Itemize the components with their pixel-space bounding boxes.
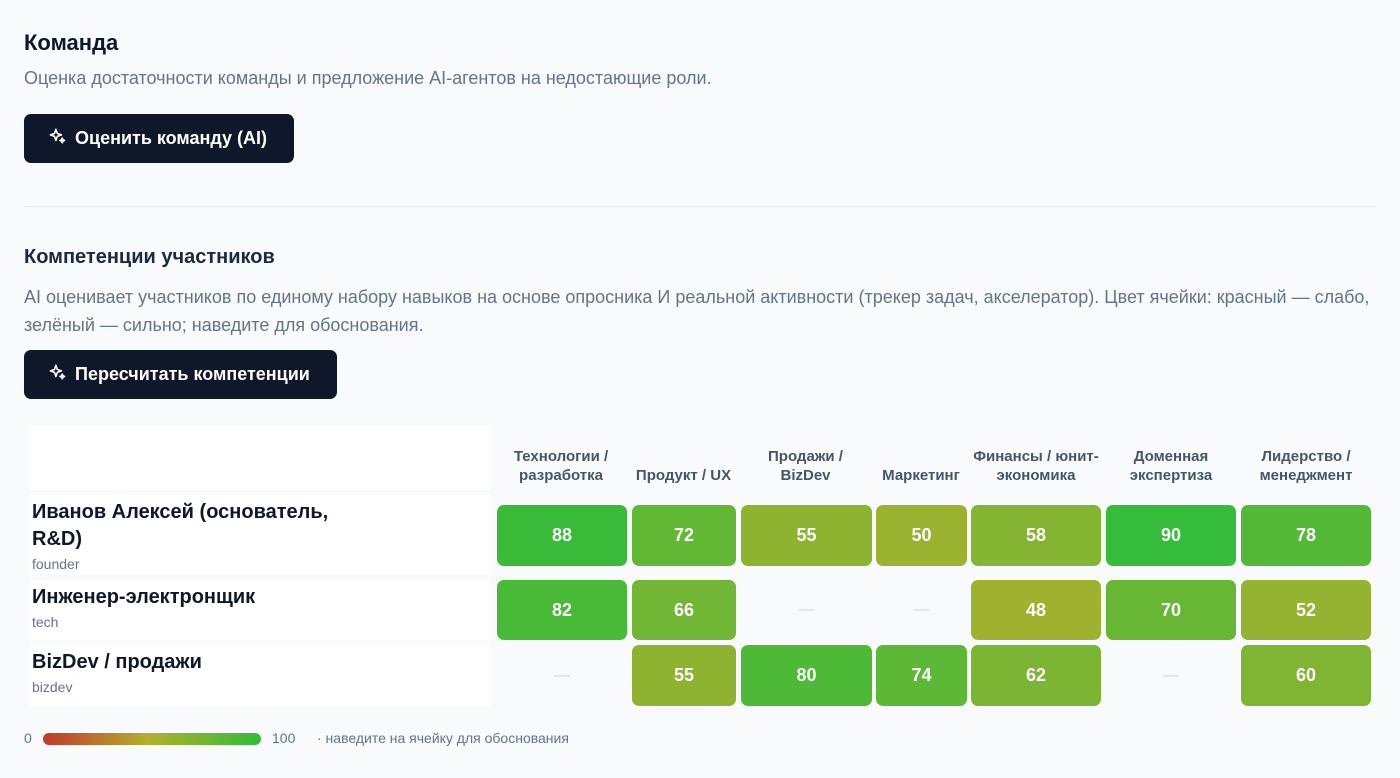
- score-cell-empty: —: [554, 666, 570, 684]
- score-cell[interactable]: 90: [1106, 505, 1236, 566]
- member-row-header: BizDev / продажи bizdev: [29, 645, 491, 706]
- recalc-competencies-label: Пересчитать компетенции: [75, 364, 310, 384]
- score-cell[interactable]: 52: [1241, 580, 1371, 640]
- member-row-header: Инженер-электронщик tech: [29, 580, 491, 640]
- competencies-description: AI оценивает участников по единому набор…: [24, 287, 1370, 335]
- legend-note: · наведите на ячейку для обоснования: [317, 730, 569, 746]
- recalc-competencies-button[interactable]: Пересчитать компетенции: [24, 350, 337, 399]
- column-header: Маркетинг: [882, 467, 960, 484]
- evaluate-team-label: Оценить команду (AI): [75, 128, 268, 148]
- score-cell[interactable]: 62: [971, 645, 1101, 706]
- score-cell[interactable]: 55: [632, 645, 736, 706]
- column-header: Финансы / юнит-экономика: [973, 448, 1099, 484]
- legend-min: 0: [24, 730, 32, 746]
- column-header: Доменная экспертиза: [1129, 448, 1213, 484]
- column-header: Продажи / BizDev: [768, 448, 843, 484]
- score-cell[interactable]: 55: [741, 505, 872, 566]
- competencies-title: Компетенции участников: [24, 246, 275, 268]
- member-name: Иванов Алексей (основатель, R&D): [32, 501, 329, 550]
- legend-max: 100: [272, 730, 296, 746]
- score-cell[interactable]: 60: [1241, 645, 1371, 706]
- sparkles-icon: [48, 363, 67, 387]
- score-cell[interactable]: 74: [876, 645, 967, 706]
- member-name: Инженер-электронщик: [32, 586, 256, 608]
- section-divider: [24, 206, 1376, 207]
- matrix-corner: [29, 426, 491, 490]
- score-cell[interactable]: 58: [971, 505, 1101, 566]
- score-cell[interactable]: 88: [497, 505, 627, 566]
- score-cell-empty: —: [1163, 666, 1179, 684]
- column-header: Технологии / разработка: [513, 448, 609, 484]
- column-header: Продукт / UX: [635, 467, 732, 484]
- score-cell[interactable]: 72: [632, 505, 736, 566]
- member-row-header: Иванов Алексей (основатель, R&D) founder: [29, 495, 491, 574]
- member-role: bizdev: [32, 679, 73, 695]
- score-cell[interactable]: 50: [876, 505, 967, 566]
- score-cell-empty: —: [798, 601, 815, 618]
- team-subtitle: Оценка достаточности команды и предложен…: [24, 68, 712, 88]
- score-cell[interactable]: 82: [497, 580, 627, 640]
- member-role: founder: [32, 556, 80, 572]
- score-cell-empty: —: [913, 601, 930, 618]
- member-role: tech: [32, 614, 59, 630]
- evaluate-team-button[interactable]: Оценить команду (AI): [24, 114, 294, 163]
- column-header: Лидерство / менеджмент: [1259, 448, 1353, 484]
- score-cell[interactable]: 70: [1106, 580, 1236, 640]
- score-cell[interactable]: 80: [741, 645, 872, 706]
- score-cell[interactable]: 48: [971, 580, 1101, 640]
- legend-gradient-bar: [43, 733, 261, 745]
- member-name: BizDev / продажи: [32, 651, 202, 673]
- team-title: Команда: [24, 30, 119, 55]
- sparkles-icon: [48, 127, 67, 151]
- score-cell[interactable]: 78: [1241, 505, 1371, 566]
- score-cell[interactable]: 66: [632, 580, 736, 640]
